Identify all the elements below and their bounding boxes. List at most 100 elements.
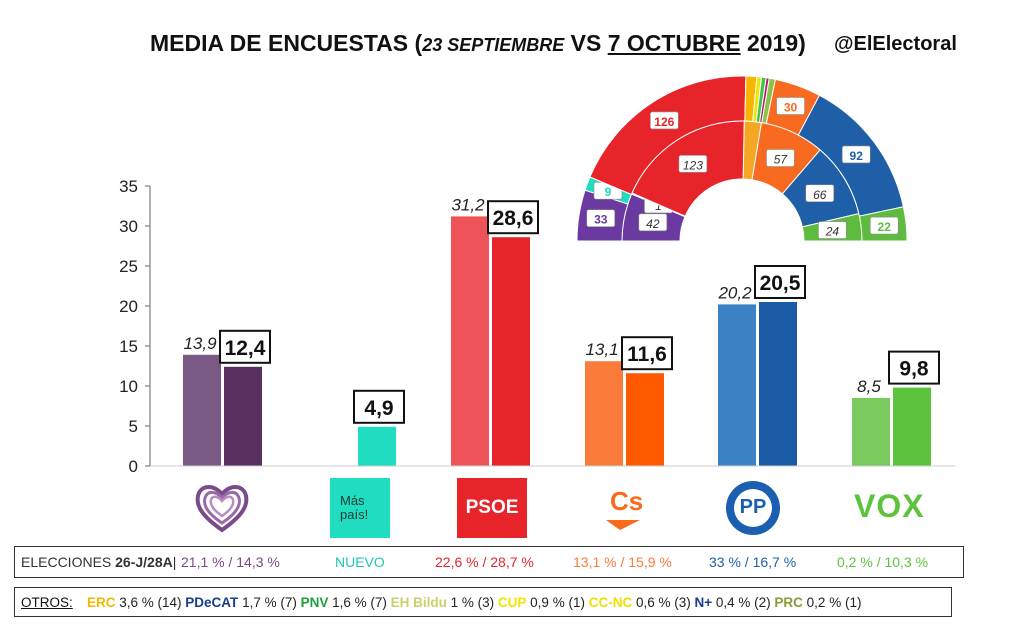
psoe-logo: PSOE <box>457 478 527 538</box>
y-tick-label: 0 <box>129 457 138 476</box>
twitter-handle: @ElElectoral <box>834 33 957 55</box>
others-label: OTROS: <box>21 594 73 610</box>
hemicycle-label: 9 <box>605 185 612 199</box>
data-label-box <box>487 200 539 235</box>
bar <box>585 361 623 466</box>
bar <box>224 366 262 466</box>
bar <box>718 304 756 466</box>
others-list: ERC 3,6 % (14) PDeCAT 1,7 % (7) PNV 1,6 … <box>87 595 861 610</box>
others-item-value: 0,2 % (1) <box>802 594 862 610</box>
hemicycle-label-box <box>776 97 805 115</box>
pp-logo-text: PP <box>739 496 767 518</box>
elections-value-vox: 0,2 % / 10,3 % <box>837 554 929 570</box>
hemicycle-label: 92 <box>850 149 864 163</box>
data-label-current: 11,6 <box>627 343 667 366</box>
chart-title: MEDIA DE ENCUESTAS (23 SEPTIEMBRE VS 7 O… <box>150 30 806 56</box>
others-item-value: 0,6 % (3) <box>632 594 695 610</box>
others-item-name: PDeCAT <box>185 594 239 610</box>
hemicycle-label: 33 <box>594 213 608 227</box>
others-item-value: 0,9 % (1) <box>526 594 589 610</box>
data-label-previous: 20,2 <box>717 283 752 302</box>
data-label-previous: 13,9 <box>183 334 217 353</box>
y-tick-label: 20 <box>119 297 138 316</box>
elections-value-pp: 33 % / 16,7 % <box>709 554 797 570</box>
mas-pais-line2: país! <box>340 507 369 522</box>
y-tick-label: 25 <box>119 257 138 276</box>
bar <box>358 426 396 466</box>
vox-logo-text: VOX <box>854 488 925 524</box>
vox-logo: VOX <box>854 488 934 528</box>
y-tick-label: 30 <box>119 217 138 236</box>
hemicycle-label-box <box>638 213 668 232</box>
data-label-previous: 8,5 <box>857 377 881 396</box>
hemicycle-label: 66 <box>813 188 827 202</box>
data-label-current: 20,5 <box>760 272 801 295</box>
y-tick-label: 5 <box>129 417 138 436</box>
data-label-current: 28,6 <box>493 207 534 230</box>
hemicycle-label-box <box>841 145 871 164</box>
hemicycle-label-box <box>818 221 847 239</box>
data-label-previous: 13,1 <box>585 340 618 359</box>
hemicycle-label: 30 <box>784 100 798 114</box>
hemicycle-label: 24 <box>825 225 840 239</box>
unidas-podemos-logo <box>192 478 252 538</box>
hemicycle-label: 1 <box>655 199 662 213</box>
others-item-value: 1 % (3) <box>446 594 498 610</box>
elections-value-mas-pais: NUEVO <box>335 554 385 570</box>
y-tick-label: 10 <box>119 377 138 396</box>
hemicycle-label-box <box>805 184 835 203</box>
data-label-current: 12,4 <box>225 337 266 360</box>
hemicycle-label: 57 <box>774 153 789 167</box>
data-label-box <box>754 265 806 299</box>
others-item-name: CUP <box>497 594 527 610</box>
hemicycle-label: 22 <box>878 220 892 234</box>
data-label-box <box>621 336 673 371</box>
bar <box>893 387 931 466</box>
data-label-current: 4,9 <box>364 397 393 420</box>
others-item-name: ERC <box>87 594 116 610</box>
mas-pais-logo: Más país! <box>330 478 390 538</box>
previous-elections-row: ELECCIONES 26-J/28A| 21,1 % / 14,3 % NUE… <box>14 546 964 578</box>
psoe-logo-text: PSOE <box>465 497 519 518</box>
hemicycle-label: 123 <box>683 158 703 172</box>
others-row: OTROS: ERC 3,6 % (14) PDeCAT 1,7 % (7) P… <box>14 587 952 617</box>
bar <box>183 354 221 466</box>
others-item-value: 1,7 % (7) <box>238 594 301 610</box>
others-item-name: PNV <box>300 594 329 610</box>
bar <box>852 398 890 466</box>
hemicycle-label: 126 <box>654 115 674 129</box>
y-tick-label: 35 <box>119 177 138 196</box>
data-label-box <box>353 389 405 424</box>
hemicycle-label: 42 <box>646 217 660 231</box>
hemicycle-label-box <box>586 209 616 227</box>
bar <box>759 302 797 466</box>
mas-pais-line1: Más <box>340 493 365 508</box>
elections-value-cs: 13,1 % / 15,9 % <box>573 554 672 570</box>
others-item-name: CC-NC <box>588 594 633 610</box>
cs-logo-text: Cs <box>610 486 644 516</box>
bar <box>451 216 489 466</box>
hemicycle-label-box <box>678 155 708 173</box>
data-label-box <box>888 350 940 385</box>
others-item-value: 3,6 % (14) <box>115 594 186 610</box>
hemicycle-label-box <box>869 216 899 235</box>
others-item-value: 0,4 % (2) <box>712 594 775 610</box>
elections-value-up: 21,1 % / 14,3 % <box>181 554 280 570</box>
bar <box>626 373 664 466</box>
elections-label: ELECCIONES 26-J/28A| <box>21 554 177 570</box>
others-item-name: EH Bildu <box>390 594 447 610</box>
hemicycle-label-box <box>650 111 679 130</box>
pp-logo: PP <box>723 478 783 538</box>
others-item-value: 1,6 % (7) <box>328 594 391 610</box>
elections-value-psoe: 22,6 % / 28,7 % <box>435 554 534 570</box>
others-item-name: PRC <box>774 594 803 610</box>
data-label-previous: 31,2 <box>451 195 485 214</box>
y-tick-label: 15 <box>119 337 138 356</box>
others-item-name: N+ <box>694 594 713 610</box>
data-label-current: 9,8 <box>899 358 929 381</box>
bar <box>492 237 530 466</box>
cs-logo: Cs <box>596 478 656 538</box>
hemicycle-label-box <box>766 149 795 167</box>
data-label-box <box>219 329 271 364</box>
